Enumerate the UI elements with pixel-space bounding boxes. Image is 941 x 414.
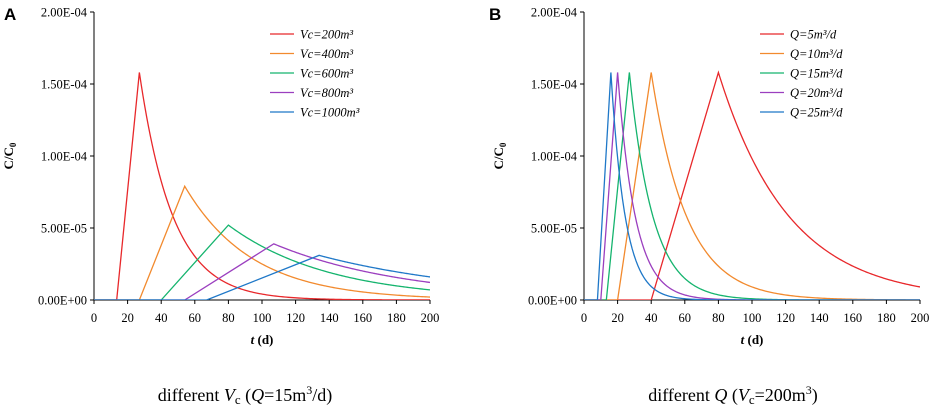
x-tick-label: 40 <box>155 311 168 325</box>
legend-label-3: Vc=600m³ <box>300 67 353 81</box>
caption-variable: V <box>224 385 237 405</box>
legend-label-4: Q=20m³/d <box>790 86 843 100</box>
x-tick-label: 140 <box>810 311 829 325</box>
x-tick-label: 20 <box>611 311 624 325</box>
x-axis-title-var: t <box>251 332 255 347</box>
legend-label-3: Q=15m³/d <box>790 67 843 81</box>
caption-superscript: 3 <box>806 383 812 397</box>
chart-panel-b: B 0 20 40 60 80 100 120 140 160 180 200 0.00E+00 5.00… <box>489 5 929 407</box>
x-tick-label: 0 <box>91 311 97 325</box>
caption-open: ( <box>727 385 738 406</box>
caption-close: ) <box>812 385 818 406</box>
x-tick-label: 160 <box>843 311 862 325</box>
x-axis-title: t (d) <box>251 332 274 347</box>
x-tick-label: 40 <box>645 311 658 325</box>
x-tick-label: 60 <box>679 311 692 325</box>
x-tick-label: 0 <box>581 311 587 325</box>
series-line-2 <box>584 72 920 300</box>
caption-parameter: Q <box>251 385 264 405</box>
caption-variable: Q <box>714 385 727 405</box>
x-axis-title-var: t <box>741 332 745 347</box>
caption-prefix: different <box>158 385 224 405</box>
y-tick-label: 5.00E-05 <box>531 222 577 236</box>
y-axis-title: C/C0 <box>1 142 18 169</box>
legend-label-1: Vc=200m³ <box>300 28 353 42</box>
series-line-1 <box>584 70 920 300</box>
caption-value: =15m <box>264 385 306 405</box>
series-line-5 <box>94 254 430 300</box>
chart-panel-a: A 0 20 40 60 80 100 120 140 160 180 200 0.00E+00 5.00… <box>1 5 439 407</box>
x-tick-label: 180 <box>877 311 896 325</box>
legend-label-4: Vc=800m³ <box>300 86 353 100</box>
caption-close: /d) <box>312 385 332 406</box>
x-tick-label: 120 <box>286 311 305 325</box>
legend: Vc=200m³ Vc=400m³ Vc=600m³ Vc=800m³ Vc=1000m… <box>270 28 360 120</box>
x-axis-title-unit: (d) <box>744 332 763 347</box>
series-line-4 <box>94 243 430 300</box>
y-axis-title-main: C/C <box>491 147 506 169</box>
legend-label-5: Vc=1000m³ <box>300 106 360 120</box>
legend-label-1: Q=5m³/d <box>790 28 837 42</box>
series-line-1 <box>94 72 430 300</box>
caption-parameter: V <box>738 385 751 405</box>
y-axis-title-subscript: 0 <box>498 142 508 147</box>
series-line-5 <box>584 72 920 300</box>
y-tick-label: 2.00E-04 <box>41 6 88 20</box>
y-tick-label: 2.00E-04 <box>531 6 578 20</box>
legend-label-5: Q=25m³/d <box>790 106 843 120</box>
x-tick-label: 100 <box>253 311 272 325</box>
x-tick-label: 200 <box>421 311 440 325</box>
x-tick-label: 20 <box>121 311 134 325</box>
x-tick-label: 180 <box>387 311 406 325</box>
x-tick-label: 80 <box>712 311 725 325</box>
legend-label-2: Q=10m³/d <box>790 47 843 61</box>
x-axis-title: t (d) <box>741 332 764 347</box>
y-tick-label: 5.00E-05 <box>41 222 87 236</box>
caption-superscript: 3 <box>306 383 312 397</box>
x-tick-label: 60 <box>189 311 202 325</box>
y-axis-title-subscript: 0 <box>8 142 18 147</box>
x-tick-label: 120 <box>776 311 795 325</box>
legend-label-2: Vc=400m³ <box>300 47 353 61</box>
y-tick-label: 1.50E-04 <box>531 78 578 92</box>
x-tick-label: 140 <box>320 311 339 325</box>
panel-label: A <box>4 5 16 24</box>
caption-variable-subscript: c <box>235 392 241 407</box>
caption-prefix: different <box>648 385 714 405</box>
y-tick-label: 0.00E+00 <box>38 294 87 308</box>
x-tick-label: 100 <box>743 311 762 325</box>
x-tick-label: 80 <box>222 311 235 325</box>
series-line-2 <box>94 184 430 300</box>
y-axis-title-main: C/C <box>1 147 16 169</box>
caption-parameter-subscript: c <box>749 392 755 407</box>
x-tick-label: 200 <box>911 311 930 325</box>
x-axis-title-unit: (d) <box>254 332 273 347</box>
panel-label: B <box>489 5 501 24</box>
y-tick-label: 1.00E-04 <box>531 150 578 164</box>
caption-open: ( <box>241 385 252 406</box>
caption-value: =200m <box>755 385 806 405</box>
panel-caption: different Vc (Q=15m3/d) <box>158 383 333 407</box>
y-axis-title: C/C0 <box>491 142 508 169</box>
x-tick-label: 160 <box>353 311 372 325</box>
y-tick-label: 0.00E+00 <box>528 294 577 308</box>
legend: Q=5m³/d Q=10m³/d Q=15m³/d Q=20m³/d Q=25m³/d <box>760 28 843 120</box>
panel-caption: different Q (Vc=200m3) <box>648 383 818 407</box>
y-tick-label: 1.00E-04 <box>41 150 88 164</box>
series-line-3 <box>94 224 430 300</box>
y-tick-label: 1.50E-04 <box>41 78 88 92</box>
